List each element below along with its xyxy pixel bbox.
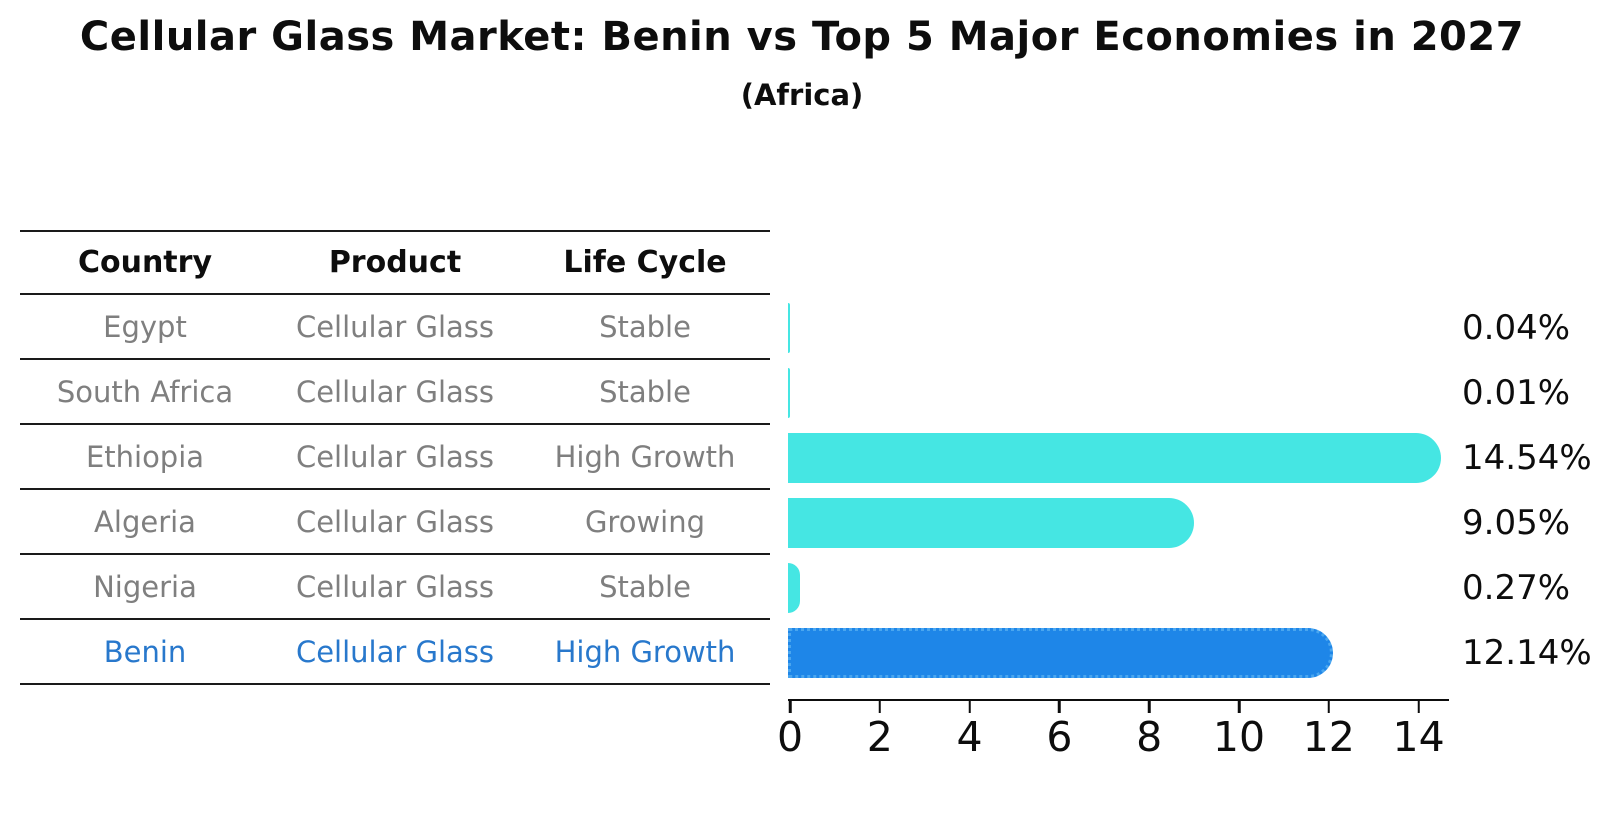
x-tick-mark (788, 701, 792, 713)
bar-ethiopia (788, 432, 1441, 483)
table-cell-life-cycle: Stable (599, 569, 691, 604)
chart-subtitle: (Africa) (740, 78, 864, 112)
x-tick-label: 0 (776, 713, 804, 761)
country-table: Country Product Life Cycle Egypt Cellular… (20, 230, 770, 685)
bar-algeria (788, 497, 1195, 548)
value-label-nigeria: 0.27% (1462, 567, 1571, 608)
bar-nigeria (788, 562, 801, 613)
x-tick-mark (878, 701, 882, 713)
table-body: Egypt Cellular Glass Stable South Africa Cel… (20, 295, 770, 685)
table-row-benin: Benin Cellular Glass High Growth (20, 620, 770, 685)
bar-benin (788, 627, 1334, 678)
x-tick-label: 4 (956, 713, 983, 761)
x-tick-label: 2 (866, 713, 893, 761)
bar-row-ethiopia (788, 425, 1460, 490)
bar-south-africa (788, 367, 790, 418)
chart-title: Cellular Glass Market: Benin vs Top 5 Ma… (79, 14, 1525, 60)
table-row-south-africa: South Africa Cellular Glass Stable (20, 360, 770, 425)
x-tick-mark (1237, 701, 1241, 713)
table-cell-life-cycle: Stable (599, 374, 691, 409)
table-cell-country: Algeria (94, 504, 196, 539)
value-label-benin: 12.14% (1462, 632, 1592, 673)
value-label-algeria: 9.05% (1462, 502, 1571, 543)
table-cell-product: Cellular Glass (295, 374, 495, 409)
table-header-country: Country (77, 245, 213, 280)
value-label-south-africa: 0.01% (1462, 372, 1571, 413)
table-cell-country: Egypt (103, 309, 187, 344)
x-tick-label: 10 (1212, 713, 1266, 761)
table-cell-country: Benin (103, 634, 187, 669)
table-cell-product: Cellular Glass (295, 439, 495, 474)
table-cell-country: South Africa (56, 374, 234, 409)
x-tick-label: 12 (1302, 713, 1355, 761)
table-cell-product: Cellular Glass (295, 309, 495, 344)
table-cell-life-cycle: High Growth (554, 634, 736, 669)
value-label-egypt: 0.04% (1462, 307, 1571, 348)
bar-row-egypt (788, 295, 1460, 360)
table-cell-life-cycle: Growing (584, 504, 706, 539)
table-cell-country: Ethiopia (85, 439, 205, 474)
value-labels: 0.04% 0.01% 14.54% 9.05% 0.27% 12.14% (1462, 295, 1602, 685)
table-row-algeria: Algeria Cellular Glass Growing (20, 490, 770, 555)
bar-plot (788, 295, 1460, 685)
table-cell-country: Nigeria (93, 569, 197, 604)
x-tick-label: 14 (1392, 713, 1445, 761)
table-cell-product: Cellular Glass (295, 504, 495, 539)
table-header-row: Country Product Life Cycle (20, 230, 770, 295)
table-row-ethiopia: Ethiopia Cellular Glass High Growth (20, 425, 770, 490)
x-tick-mark (1058, 701, 1061, 713)
x-tick-mark (1417, 701, 1420, 713)
bar-row-benin (788, 620, 1460, 685)
table-header-life-cycle: Life Cycle (563, 245, 727, 280)
bar-egypt (788, 302, 790, 353)
table-cell-product: Cellular Glass (295, 569, 495, 604)
table-cell-product: Cellular Glass (295, 634, 495, 669)
x-tick-label: 6 (1046, 713, 1073, 761)
x-tick-label: 8 (1136, 713, 1163, 761)
table-row-egypt: Egypt Cellular Glass Stable (20, 295, 770, 360)
bar-row-algeria (788, 490, 1460, 555)
x-tick-mark (1147, 701, 1151, 713)
table-cell-life-cycle: Stable (599, 309, 691, 344)
table-cell-life-cycle: High Growth (554, 439, 736, 474)
value-label-ethiopia: 14.54% (1462, 437, 1592, 478)
bar-row-south-africa (788, 360, 1460, 425)
x-tick-mark (1327, 701, 1331, 713)
x-axis: 0 2 4 6 8 10 12 14 (777, 699, 1449, 761)
bar-row-nigeria (788, 555, 1460, 620)
table-header-product: Product (328, 245, 462, 280)
table-row-nigeria: Nigeria Cellular Glass Stable (20, 555, 770, 620)
x-tick-mark (968, 701, 971, 713)
